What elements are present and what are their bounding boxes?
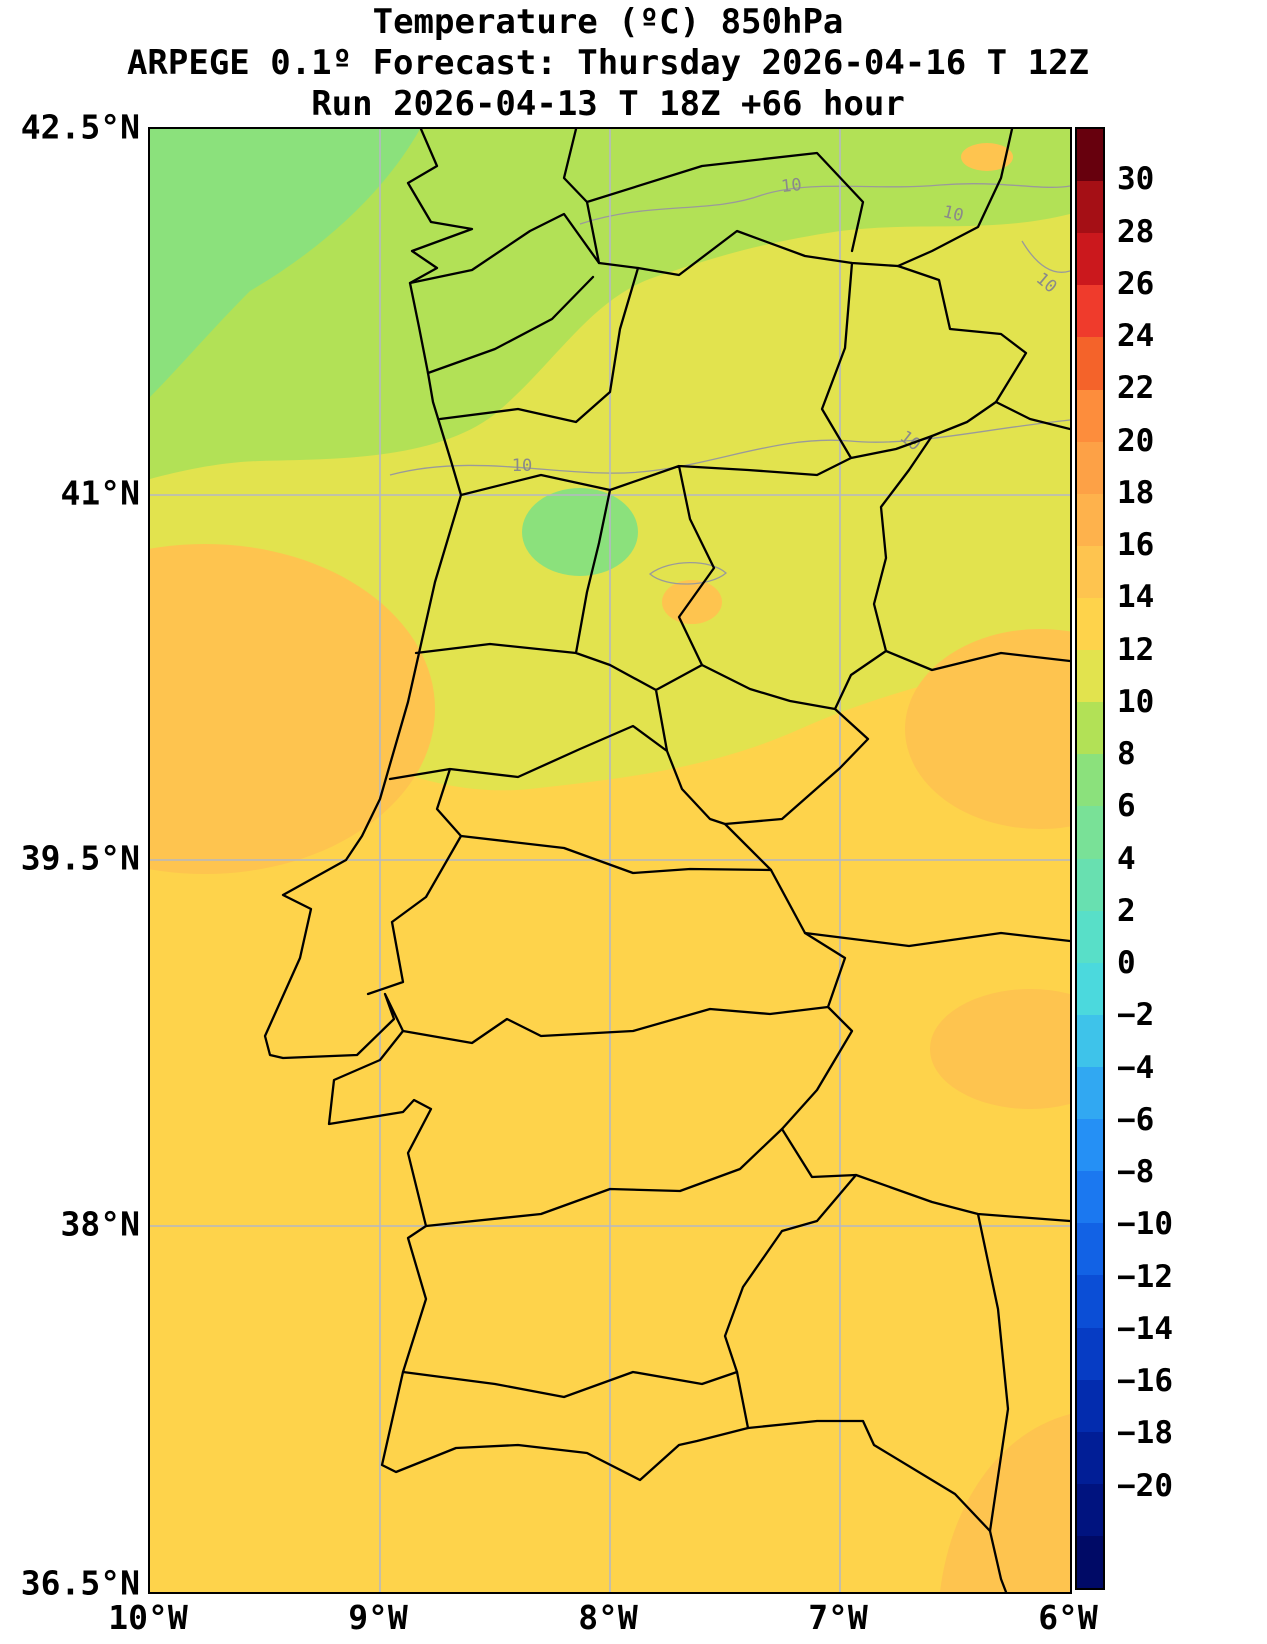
field-band-6-8-patch: [522, 488, 638, 576]
colorbar-segment: [1077, 1223, 1103, 1276]
colorbar-tick-label: 0: [1117, 945, 1136, 981]
colorbar-segment: [1077, 1014, 1103, 1067]
lat-tick-label: 36.5°N: [20, 1563, 140, 1603]
colorbar-tick-label: 6: [1117, 788, 1136, 825]
temperature-field-map: 10 10 10 10 10: [150, 129, 1070, 1592]
contour-label-10: 10: [512, 456, 532, 476]
field-band-6-8-shape: [150, 129, 420, 397]
colorbar-tick-label: 8: [1117, 736, 1136, 772]
colorbar-segment: [1077, 962, 1103, 1015]
chart-title: Temperature (ºC) 850hPa: [372, 2, 844, 42]
contour-line-10: [389, 419, 1070, 476]
warm-patch: [662, 580, 722, 624]
colorbar-tick-label: 18: [1117, 474, 1155, 511]
lat-tick-label: 38°N: [60, 1204, 140, 1244]
colorbar-tick-label: 26: [1117, 265, 1155, 302]
chart-subtitle: ARPEGE 0.1º Forecast: Thursday 2026-04-1…: [126, 43, 1090, 83]
colorbar-segment: [1077, 545, 1103, 598]
colorbar-segment: [1077, 910, 1103, 963]
colorbar-tick-label: −14: [1117, 1310, 1173, 1347]
colorbar-tick-label: −8: [1117, 1154, 1155, 1190]
contour-line-10: [579, 183, 1070, 225]
colorbar-segment: [1077, 1171, 1103, 1224]
colorbar-tick-label: 30: [1117, 161, 1155, 198]
colorbar-segment: [1077, 1327, 1103, 1380]
warm-patch: [940, 1414, 1070, 1592]
lat-tick-label: 39.5°N: [20, 838, 140, 878]
colorbar: [1075, 127, 1105, 1590]
lat-tick-label: 42.5°N: [20, 107, 140, 147]
colorbar-tick-label: −12: [1117, 1258, 1173, 1295]
lon-tick-label: 9°W: [348, 1598, 408, 1637]
colorbar-tick-label: −6: [1117, 1101, 1155, 1138]
colorbar-tick-label: 4: [1117, 840, 1136, 877]
warm-patch: [905, 629, 1070, 829]
lon-tick-label: 8°W: [578, 1598, 638, 1637]
colorbar-tick-label: 22: [1117, 370, 1155, 407]
colorbar-segment: [1077, 650, 1103, 703]
colorbar-segment: [1077, 441, 1103, 494]
colorbar-segment: [1077, 285, 1103, 338]
warm-patch: [961, 143, 1013, 171]
country-border: [408, 212, 1028, 1430]
colorbar-tick-label: 24: [1117, 318, 1155, 354]
warm-patch: [930, 989, 1070, 1109]
colorbar-segment: [1077, 233, 1103, 286]
district-boundaries: [366, 129, 1070, 1533]
colorbar-tick-label: −2: [1117, 997, 1155, 1034]
colorbar-segment: [1077, 702, 1103, 755]
colorbar-tick-label: 20: [1117, 422, 1155, 459]
contour-line-10: [1021, 240, 1070, 273]
colorbar-segment: [1077, 1275, 1103, 1328]
colorbar-segment: [1077, 181, 1103, 234]
colorbar-tick-label: 28: [1117, 213, 1155, 250]
colorbar-tick-label: 14: [1117, 579, 1155, 616]
colorbar-segment: [1077, 754, 1103, 807]
colorbar-segment: [1077, 1483, 1103, 1536]
colorbar-tick-label: −10: [1117, 1206, 1173, 1243]
colorbar-segment: [1077, 1379, 1103, 1432]
field-band-14-16: [150, 143, 1070, 1592]
colorbar-tick-label: −18: [1117, 1415, 1173, 1452]
colorbar-segment: [1077, 597, 1103, 651]
chart-run-info: Run 2026-04-13 T 18Z +66 hour: [311, 84, 905, 124]
title-block: Temperature (ºC) 850hPa ARPEGE 0.1º Fore…: [0, 2, 1267, 125]
colorbar-tick-label: −4: [1117, 1049, 1155, 1086]
colorbar-tick-label: 2: [1117, 892, 1136, 929]
contour-lines-10: [389, 183, 1070, 585]
colorbar-segment: [1077, 858, 1103, 911]
lon-tick-label: 7°W: [808, 1598, 868, 1637]
contour-line-10: [648, 561, 727, 585]
lat-tick-label: 41°N: [60, 473, 140, 513]
colorbar-tick-label: 16: [1117, 527, 1155, 563]
colorbar-segment: [1077, 806, 1103, 859]
field-band-6-8: [150, 129, 638, 576]
colorbar-segment: [1077, 1119, 1103, 1172]
colorbar-segment: [1077, 1066, 1103, 1120]
contour-label-10: 10: [941, 202, 966, 226]
lon-tick-label: 10°W: [108, 1598, 188, 1637]
contour-label-10: 10: [780, 175, 802, 197]
colorbar-segment: [1077, 389, 1103, 442]
lon-tick-label: 6°W: [1038, 1598, 1098, 1637]
colorbar-tick-label: 10: [1117, 683, 1155, 720]
colorbar-tick-label: 12: [1117, 631, 1155, 668]
colorbar-segment: [1077, 1535, 1103, 1589]
colorbar-segment: [1077, 1431, 1103, 1484]
colorbar-segment: [1077, 129, 1103, 182]
map-plot: 10 10 10 10 10: [148, 127, 1072, 1594]
colorbar-segment: [1077, 493, 1103, 546]
warm-patch: [150, 544, 435, 874]
colorbar-tick-label: −20: [1117, 1467, 1173, 1504]
colorbar-segment: [1077, 337, 1103, 390]
colorbar-tick-label: −16: [1117, 1363, 1173, 1399]
admin-boundaries: [263, 129, 1070, 1592]
